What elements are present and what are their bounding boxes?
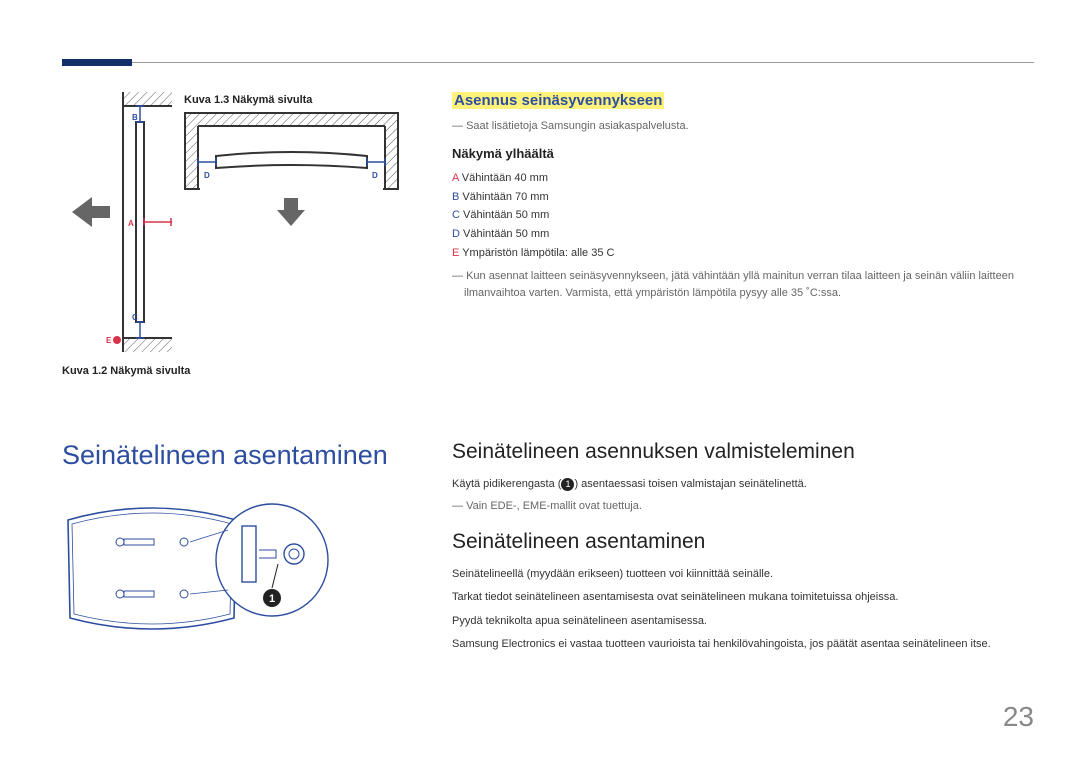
clearance-item: D Vähintään 50 mm [452, 225, 1034, 244]
svg-text:B: B [132, 113, 138, 122]
svg-text:1: 1 [269, 593, 275, 605]
clearance-item: B Vähintään 70 mm [452, 188, 1034, 207]
subheading-top-view: Näkymä ylhäältä [452, 146, 1034, 161]
heading-install: Seinätelineen asentaminen [452, 530, 1034, 554]
page-number: 23 [1003, 701, 1034, 733]
note-models: Vain EDE-, EME-mallit ovat tuettuja. [452, 500, 1034, 512]
clearance-item: A Vähintään 40 mm [452, 169, 1034, 188]
figure-side-caption: Kuva 1.2 Näkymä sivulta [62, 365, 190, 377]
prep-text: Käytä pidikerengasta (1) asentaessasi to… [452, 476, 1034, 494]
heading-wall-recess: Asennus seinäsyvennykseen [452, 92, 664, 109]
install-p2: Tarkat tiedot seinätelineen asentamisest… [452, 589, 1034, 607]
install-p4: Samsung Electronics ei vastaa tuotteen v… [452, 636, 1034, 654]
svg-text:D: D [204, 171, 210, 180]
clearance-item: E Ympäristön lämpötila: alle 35 C [452, 244, 1034, 263]
section-wall-recess: Asennus seinäsyvennykseen Saat lisätieto… [452, 92, 1034, 301]
note-contact-support: Saat lisätietoja Samsungin asiakaspalvel… [452, 120, 1034, 132]
heading-wall-mount-install: Seinätelineen asentaminen [62, 440, 388, 471]
install-p1: Seinätelineellä (myydään erikseen) tuott… [452, 566, 1034, 584]
header-rule [62, 62, 1034, 63]
figure-side-view: B C A E [62, 92, 172, 352]
clearance-item: C Vähintään 50 mm [452, 206, 1034, 225]
note-ventilation: Kun asennat laitteen seinäsyvennykseen, … [452, 268, 1034, 301]
svg-text:A: A [128, 219, 134, 228]
callout-1-icon: 1 [561, 478, 574, 491]
figure-top-caption: Kuva 1.3 Näkymä sivulta [184, 94, 312, 106]
svg-text:E: E [106, 336, 112, 345]
install-p3: Pyydä teknikolta apua seinätelineen asen… [452, 613, 1034, 631]
section-wall-mount: Seinätelineen asennuksen valmisteleminen… [452, 440, 1034, 660]
figure-top-view: D D [184, 112, 399, 237]
svg-text:C: C [132, 313, 138, 322]
header-rule-accent [62, 59, 132, 66]
clearance-list: A Vähintään 40 mm B Vähintään 70 mm C Vä… [452, 169, 1034, 262]
figure-wall-mount: 1 [62, 490, 362, 665]
heading-prep: Seinätelineen asennuksen valmisteleminen [452, 440, 1034, 464]
svg-text:D: D [372, 171, 378, 180]
